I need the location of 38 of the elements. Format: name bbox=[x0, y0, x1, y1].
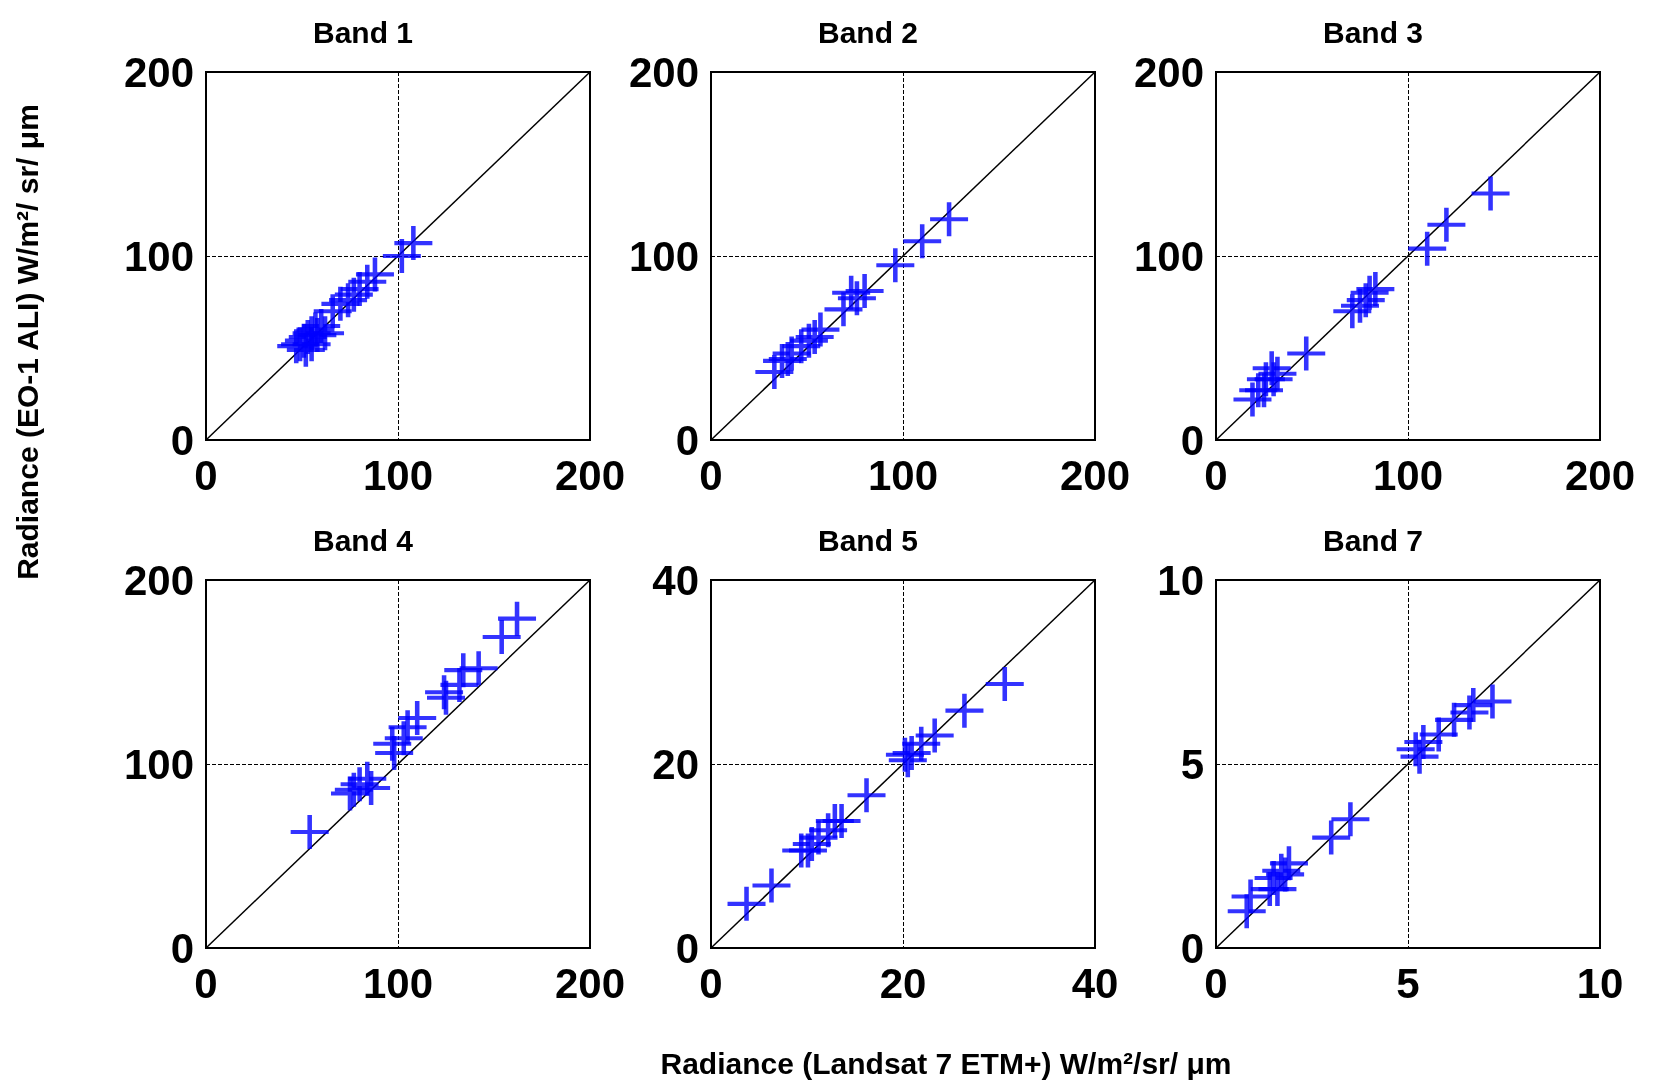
x-tick-label: 100 bbox=[1372, 451, 1444, 499]
y-tick-label: 100 bbox=[123, 232, 194, 280]
y-tick-label: 100 bbox=[1133, 232, 1204, 280]
x-tick-label: 200 bbox=[554, 451, 626, 499]
y-tick-label: 0 bbox=[170, 924, 194, 972]
chart-title: Band 7 bbox=[1322, 523, 1424, 557]
y-tick-label: 20 bbox=[652, 740, 699, 788]
y-tick-label: 200 bbox=[1133, 48, 1204, 96]
y-tick-label: 100 bbox=[628, 232, 699, 280]
chart-title: Band 4 bbox=[312, 523, 414, 557]
y-tick-label: 0 bbox=[170, 416, 194, 464]
chart-title: Band 5 bbox=[817, 523, 919, 557]
x-tick-label: 200 bbox=[554, 959, 626, 1007]
x-tick-label: 100 bbox=[362, 451, 434, 499]
y-tick-label: 0 bbox=[675, 924, 699, 972]
x-tick-label: 5 bbox=[1396, 959, 1420, 1007]
y-tick-label: 0 bbox=[1180, 416, 1204, 464]
y-tick-label: 100 bbox=[123, 740, 194, 788]
y-tick-label: 200 bbox=[123, 556, 194, 604]
x-tick-label: 200 bbox=[1059, 451, 1131, 499]
x-tick-label: 40 bbox=[1071, 959, 1119, 1007]
y-tick-label: 40 bbox=[652, 556, 699, 604]
y-tick-label: 5 bbox=[1180, 740, 1204, 788]
y-tick-label: 200 bbox=[123, 48, 194, 96]
chart-title: Band 1 bbox=[312, 15, 414, 49]
x-axis-title: Radiance (Landsat 7 ETM+) W/m²/sr/ μm bbox=[660, 1047, 1232, 1081]
x-tick-label: 10 bbox=[1576, 959, 1624, 1007]
x-tick-label: 200 bbox=[1564, 451, 1636, 499]
y-tick-label: 0 bbox=[675, 416, 699, 464]
y-axis-title: Radiance (EO-1 ALI) W/m²/ sr/ μm bbox=[11, 104, 45, 580]
y-tick-label: 0 bbox=[1180, 924, 1204, 972]
y-tick-label: 10 bbox=[1157, 556, 1204, 604]
x-tick-label: 100 bbox=[362, 959, 434, 1007]
x-tick-label: 20 bbox=[879, 959, 927, 1007]
y-tick-label: 200 bbox=[628, 48, 699, 96]
chart-title: Band 2 bbox=[817, 15, 919, 49]
x-tick-label: 100 bbox=[867, 451, 939, 499]
chart-title: Band 3 bbox=[1322, 15, 1424, 49]
